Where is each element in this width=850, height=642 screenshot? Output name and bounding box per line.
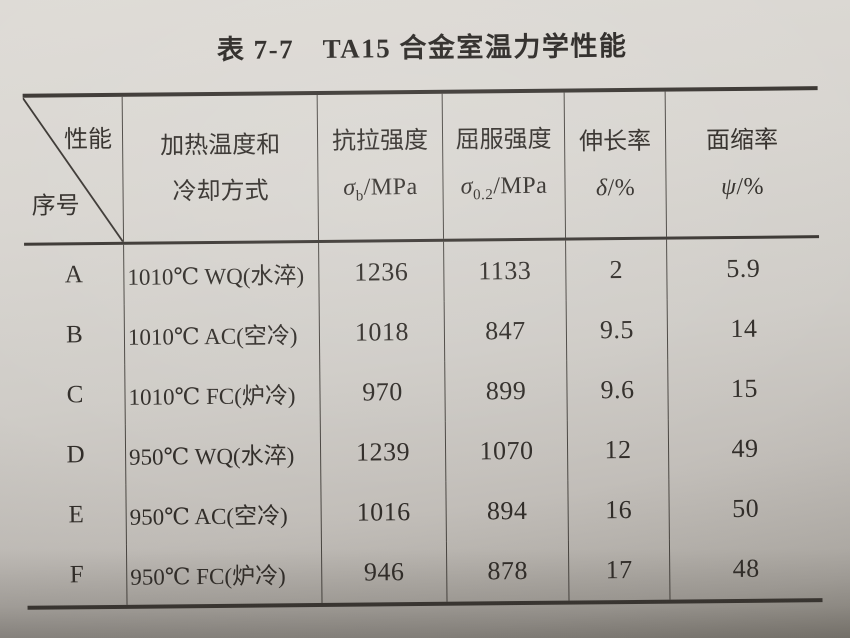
header-treatment-line1: 加热温度和: [160, 131, 281, 159]
header-area-reduction: 面缩率 ψ/%: [666, 90, 819, 236]
reduction-cell: 15: [730, 373, 759, 404]
tensile-cell: 1239: [320, 421, 447, 483]
table-row: F 950℃ FC(炉冷) 946 878 17 48: [26, 538, 823, 606]
reduction-cell: 50: [731, 493, 760, 524]
mechanical-properties-table: 性能 序号 加热温度和 冷却方式 抗拉强度 σb/MPa: [22, 86, 823, 610]
tensile-cell: 1016: [321, 481, 447, 543]
yield-cell: 894: [446, 480, 569, 542]
reduction-cell: 14: [730, 313, 758, 344]
header-reduction-symbol: ψ/%: [720, 173, 765, 200]
header-treatment-line2: 冷却方式: [172, 177, 269, 205]
corner-cell: 性能 序号: [22, 96, 125, 243]
header-yield-name: 屈服强度: [455, 126, 552, 154]
corner-performance-label: 性能: [63, 126, 113, 154]
reduction-cell: 5.9: [726, 253, 761, 284]
treatment-cell: 1010℃ FC(炉冷): [125, 362, 321, 425]
row-id-cell: E: [26, 484, 127, 546]
treatment-cell: 950℃ FC(炉冷): [126, 542, 323, 605]
header-elongation-name: 伸长率: [578, 128, 652, 155]
header-elongation-symbol: δ/%: [595, 174, 636, 201]
elongation-cell: 17: [568, 539, 671, 601]
header-reduction-name: 面缩率: [705, 127, 779, 154]
reduction-cell: 48: [732, 553, 760, 584]
table-title: 表 7-7 TA15 合金室温力学性能: [216, 30, 628, 65]
reduction-cell: 49: [731, 433, 759, 464]
treatment-cell: 1010℃ AC(空冷): [124, 302, 321, 365]
table-row: E 950℃ AC(空冷) 1016 894 16 50: [26, 478, 822, 546]
diagonal-divider-line: [23, 97, 123, 243]
elongation-cell: 16: [568, 479, 670, 541]
tensile-cell: 1018: [319, 301, 446, 363]
header-tensile-symbol: σb/MPa: [343, 174, 418, 205]
corner-serial-label: 序号: [31, 193, 80, 220]
header-tensile-name: 抗拉强度: [331, 128, 429, 155]
treatment-cell: 950℃ AC(空冷): [126, 482, 322, 545]
tensile-cell: 946: [321, 541, 448, 603]
table-row: C 1010℃ FC(炉冷) 970 899 9.6 15: [25, 358, 821, 426]
row-id-cell: A: [24, 244, 125, 306]
header-tensile-strength: 抗拉强度 σb/MPa: [317, 93, 445, 240]
yield-cell: 1133: [444, 240, 567, 302]
treatment-cell: 1010℃ WQ(水淬): [124, 242, 320, 305]
row-id-cell: B: [24, 304, 126, 366]
yield-cell: 847: [444, 300, 568, 362]
header-yield-symbol: σ0.2/MPa: [460, 172, 548, 204]
treatment-cell: 950℃ WQ(水淬): [125, 422, 322, 485]
table-row: D 950℃ WQ(水淬) 1239 1070 12 49: [25, 418, 822, 486]
table-row: A 1010℃ WQ(水淬) 1236 1133 2 5.9: [24, 238, 820, 306]
row-id-cell: C: [25, 364, 126, 426]
header-row: 性能 序号 加热温度和 冷却方式 抗拉强度 σb/MPa: [22, 90, 820, 246]
yield-cell: 899: [445, 360, 568, 422]
elongation-cell: 9.6: [567, 359, 669, 421]
tensile-cell: 1236: [319, 241, 445, 303]
table-row: B 1010℃ AC(空冷) 1018 847 9.5 14: [24, 298, 821, 366]
header-elongation: 伸长率 δ/%: [564, 91, 668, 238]
row-id-cell: F: [26, 544, 128, 606]
elongation-cell: 12: [567, 419, 670, 481]
header-yield-strength: 屈服强度 σ0.2/MPa: [442, 92, 567, 239]
elongation-cell: 9.5: [566, 299, 669, 361]
tensile-cell: 970: [320, 361, 446, 423]
yield-cell: 1070: [445, 420, 569, 482]
elongation-cell: 2: [566, 239, 668, 301]
header-treatment: 加热温度和 冷却方式: [122, 94, 320, 242]
row-id-cell: D: [25, 424, 127, 486]
yield-cell: 878: [446, 540, 570, 602]
